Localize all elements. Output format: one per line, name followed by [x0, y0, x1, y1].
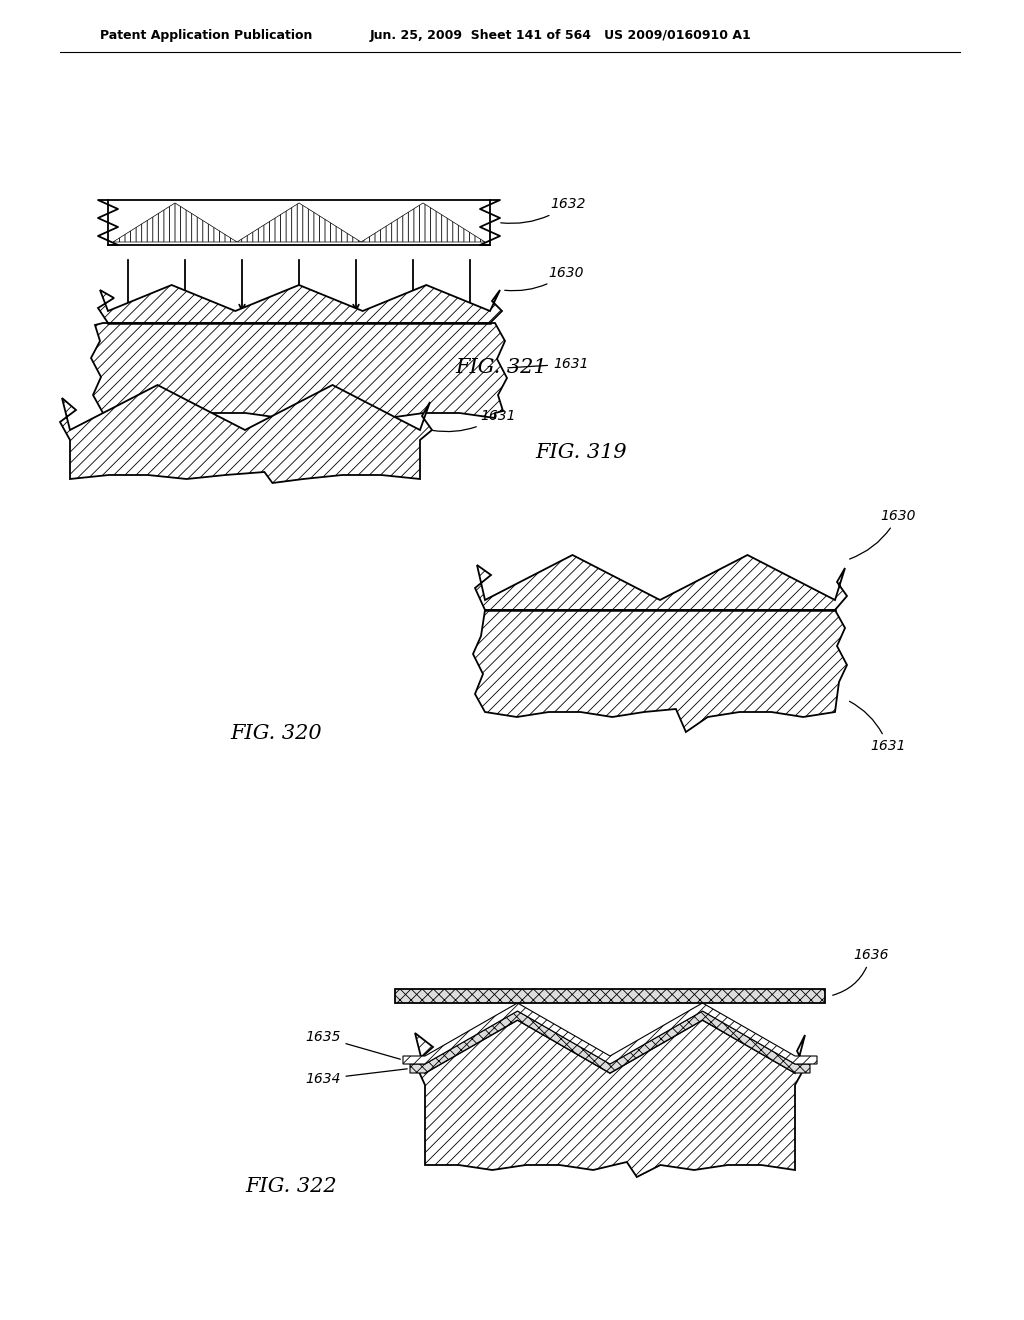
Polygon shape	[113, 203, 237, 242]
Text: 1630: 1630	[850, 510, 915, 560]
Polygon shape	[60, 385, 432, 483]
Polygon shape	[98, 285, 502, 323]
Text: FIG. 320: FIG. 320	[230, 723, 322, 743]
Polygon shape	[410, 1011, 810, 1073]
Polygon shape	[415, 1020, 805, 1177]
Text: 1636: 1636	[833, 948, 889, 995]
Text: Jun. 25, 2009  Sheet 141 of 564   US 2009/0160910 A1: Jun. 25, 2009 Sheet 141 of 564 US 2009/0…	[370, 29, 752, 41]
Text: FIG. 322: FIG. 322	[245, 1177, 337, 1196]
Text: Patent Application Publication: Patent Application Publication	[100, 29, 312, 41]
Text: 1631: 1631	[433, 409, 515, 432]
Text: 1632: 1632	[501, 198, 586, 223]
Polygon shape	[403, 1003, 817, 1064]
Text: 1631: 1631	[508, 356, 589, 371]
Polygon shape	[395, 989, 825, 1003]
Text: 1630: 1630	[505, 267, 584, 290]
Polygon shape	[361, 203, 485, 242]
Text: FIG. 321: FIG. 321	[455, 358, 547, 378]
Text: FIG. 319: FIG. 319	[535, 444, 627, 462]
Polygon shape	[475, 554, 847, 610]
Text: 1635: 1635	[305, 1030, 400, 1059]
Polygon shape	[473, 610, 847, 733]
Polygon shape	[91, 323, 507, 432]
Polygon shape	[237, 203, 361, 242]
Polygon shape	[108, 201, 490, 246]
Text: 1634: 1634	[305, 1069, 408, 1086]
Text: 1631: 1631	[850, 701, 905, 752]
